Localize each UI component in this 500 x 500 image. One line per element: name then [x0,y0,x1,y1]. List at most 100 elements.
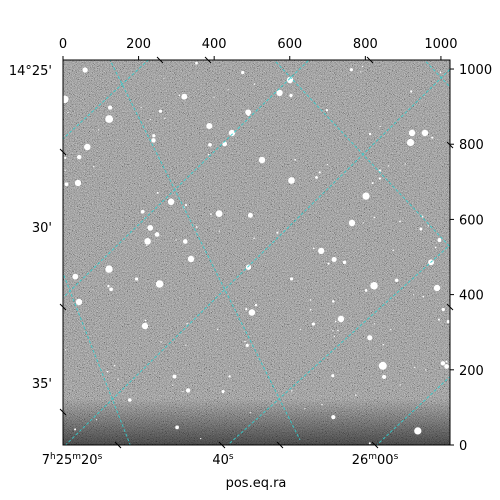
star [207,153,210,156]
world-grid-tick [446,303,454,311]
star [309,299,312,301]
star [160,341,162,343]
star [399,220,401,223]
world-grid-tick [204,56,212,64]
star [245,264,252,270]
star [213,96,215,98]
star [134,277,139,281]
star [181,93,188,100]
ra-tick-label: 26m00s [352,452,399,468]
bright-star [141,322,149,330]
star [349,68,353,72]
star [74,428,77,431]
star [427,225,429,227]
star [175,239,177,241]
star [334,320,337,323]
star [360,71,362,73]
star [378,177,382,180]
star [254,303,258,307]
star [444,364,449,369]
star [325,108,329,112]
star [419,227,423,231]
bright-star [286,76,294,84]
star [378,361,387,370]
star [163,78,165,80]
star [195,61,198,65]
star [146,244,148,247]
star [421,215,424,218]
y-pixel-tick-label: 200 [459,364,484,379]
star [64,156,67,159]
star [228,375,231,378]
star [315,175,318,179]
star [332,300,335,303]
star [65,349,67,351]
image-bottom-shade [63,60,450,445]
star [185,388,191,393]
star [82,67,88,73]
star [247,212,253,218]
axis-tick-labels: 0 200 400 600 800 1000 0 200 400 600 800 1000 [59,37,492,454]
star [105,265,113,273]
x-pixel-tick-label: 800 [353,37,378,52]
star [361,65,364,68]
star [410,90,413,93]
dec-tick-label: 14°25' [9,64,52,79]
x-pixel-tick-label: 200 [126,37,151,52]
star [388,165,390,167]
star [294,159,296,161]
star [304,408,306,410]
star [355,394,357,396]
star [105,115,114,123]
star [140,209,145,214]
star [247,113,250,117]
bright-star [74,179,82,187]
star [333,335,336,337]
star [182,390,184,393]
star [249,412,251,414]
star [382,343,385,346]
x-pixel-tick-label: 0 [59,37,67,52]
dec-tick-label: 30' [32,221,52,236]
bright-star [75,298,83,306]
star [72,273,79,280]
star [144,319,147,322]
star [318,247,325,255]
star [245,109,252,116]
grid-line [64,68,450,445]
star [253,83,256,85]
star [276,89,283,97]
star [445,360,448,363]
star [158,109,163,113]
world-grid-tick [366,56,374,64]
star [326,163,329,166]
bright-star [433,284,441,292]
star [151,138,156,143]
axis-ticks [59,56,454,449]
star [221,390,225,394]
star [178,94,181,96]
star [186,323,188,325]
star [362,192,370,200]
star [144,238,151,245]
star [208,144,211,147]
world-grid-tick [59,303,67,311]
star [373,323,376,325]
world-grid-tick [156,56,164,64]
world-grid-tick [59,408,67,416]
star [215,210,223,218]
star [446,319,450,324]
star [149,118,151,120]
star [425,369,427,371]
star [152,134,156,138]
star [107,105,113,110]
star [241,70,245,75]
star [441,307,445,312]
grid-line [63,60,310,299]
star [414,427,422,435]
star [155,280,164,288]
world-grid-tick [114,441,122,449]
star [76,154,82,160]
star [309,308,312,311]
star [140,106,142,109]
